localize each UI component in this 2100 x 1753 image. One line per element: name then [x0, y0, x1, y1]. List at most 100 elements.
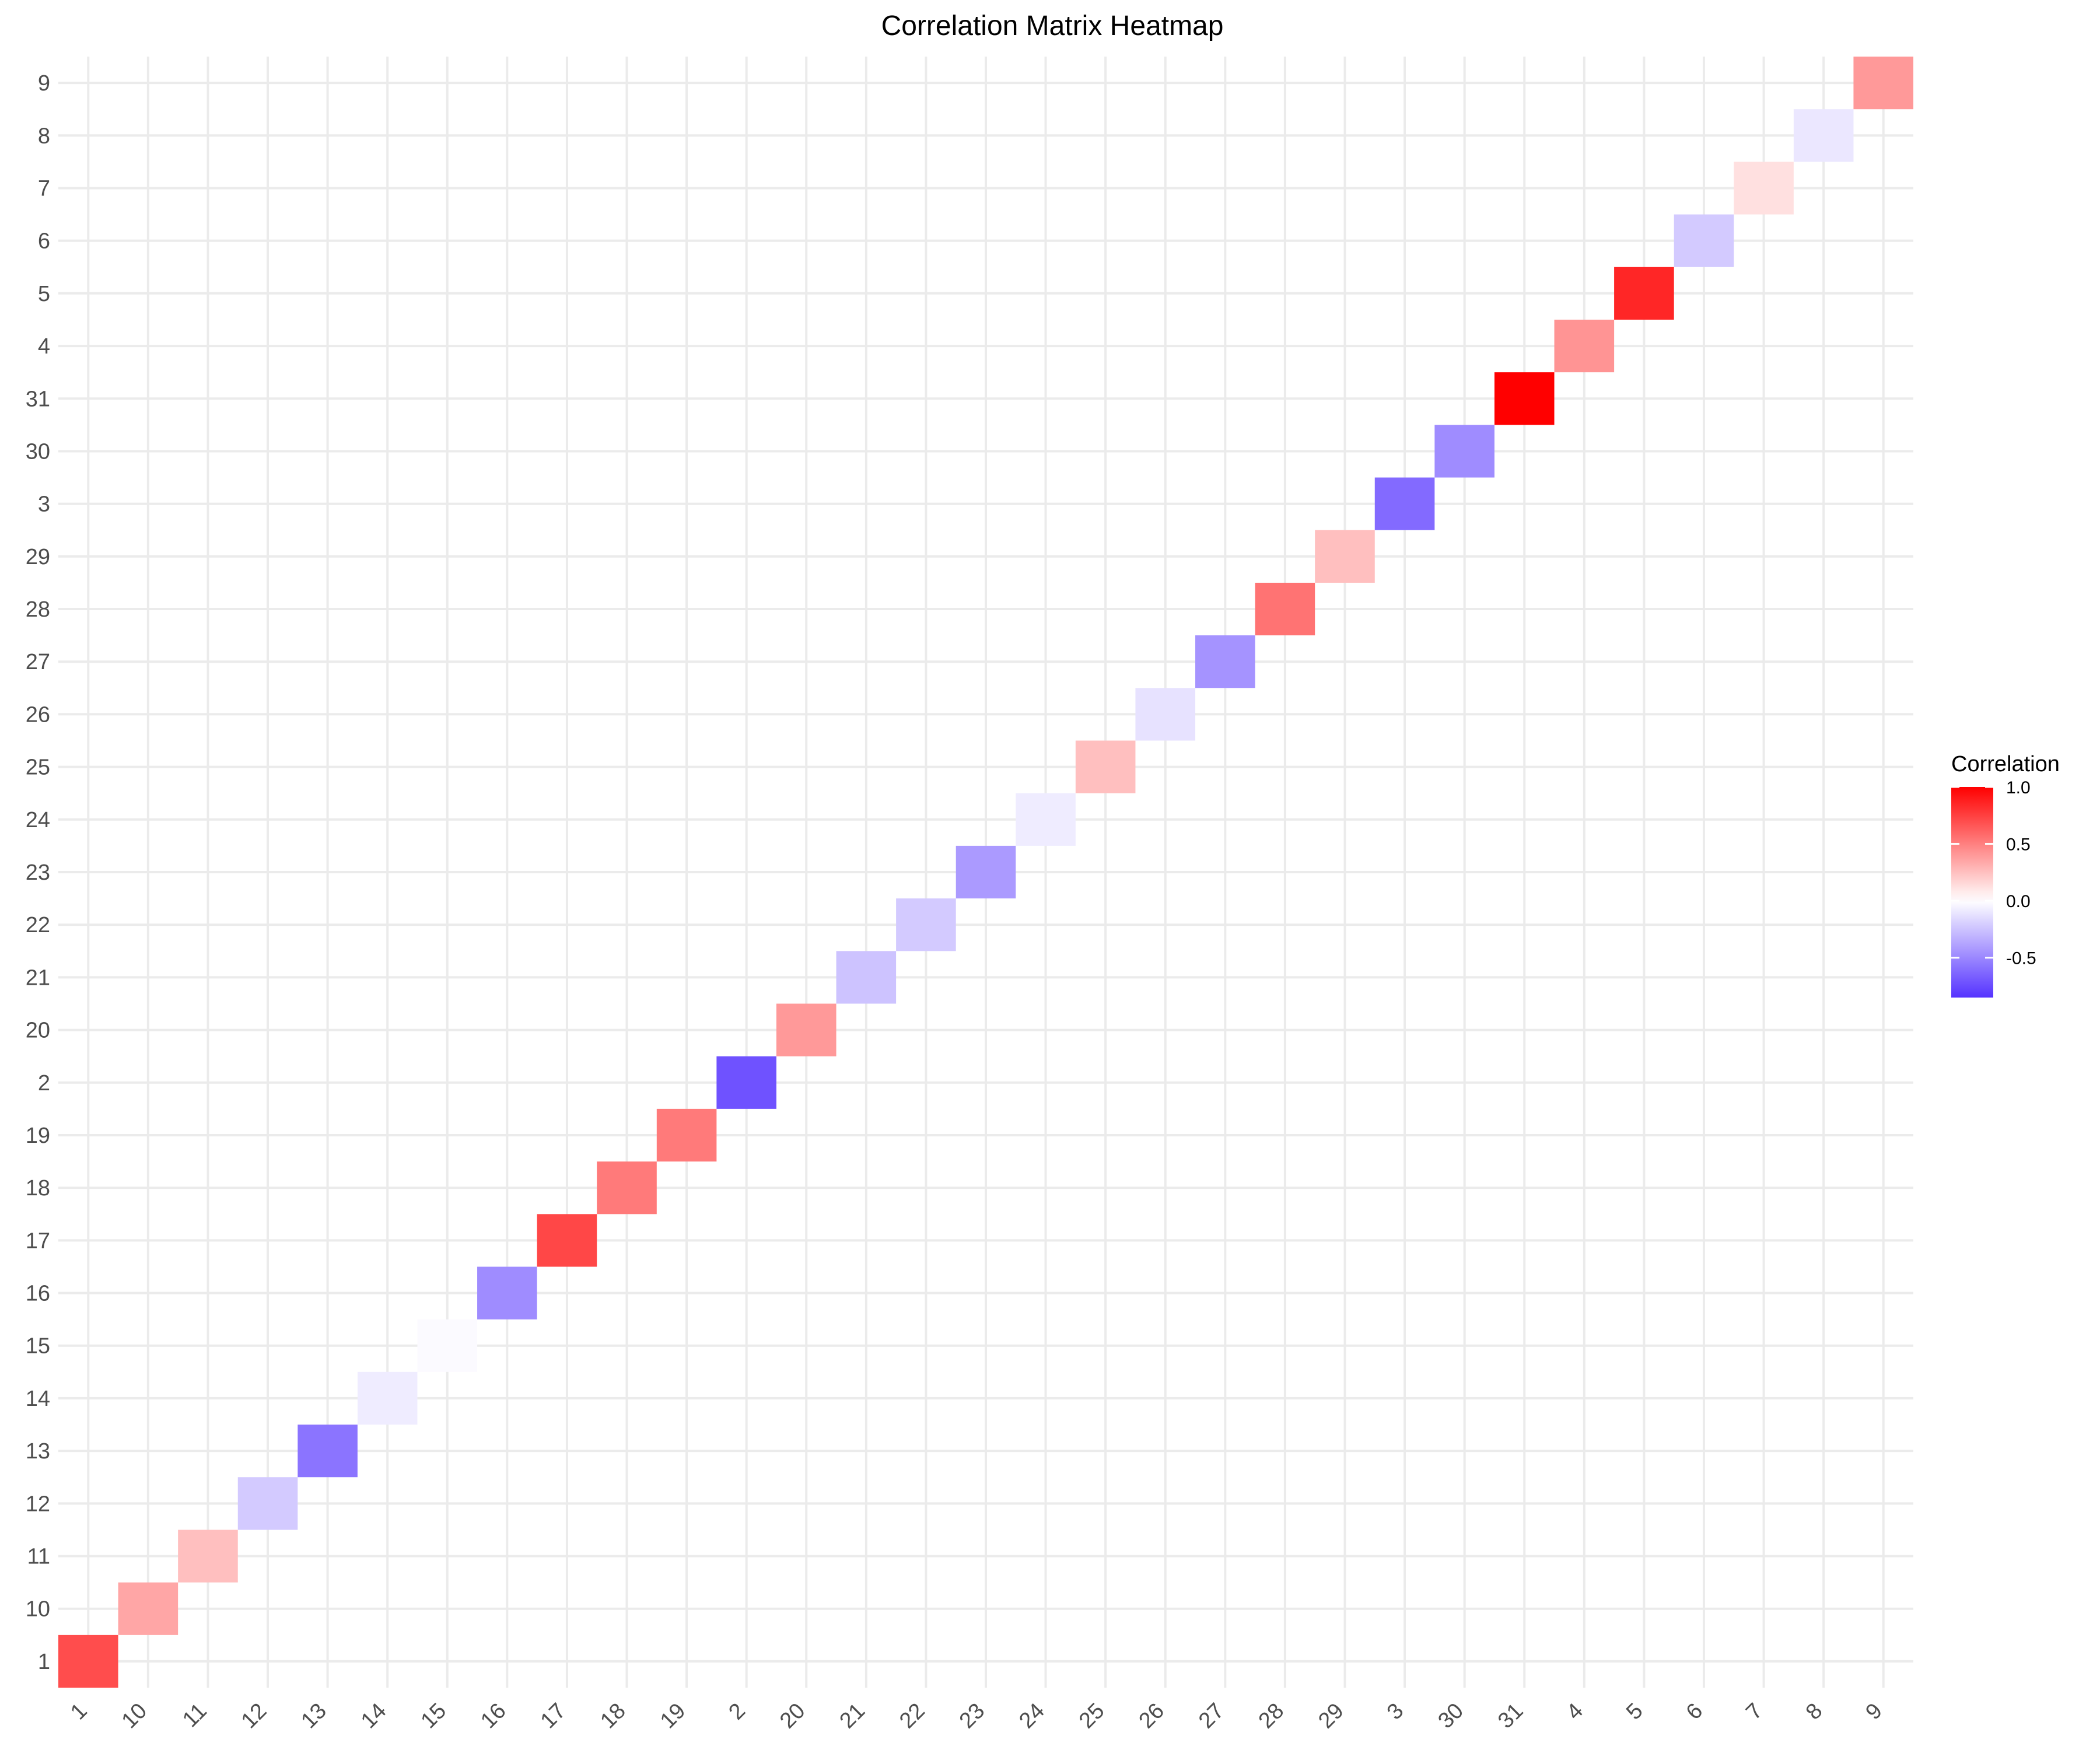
- x-tick-label: 1: [66, 1699, 92, 1725]
- legend-tick-label: -0.5: [2006, 949, 2036, 968]
- y-tick-label: 23: [26, 860, 50, 885]
- heatmap-cell: [238, 1477, 298, 1530]
- x-tick-label: 28: [1254, 1699, 1289, 1734]
- x-tick-label: 9: [1861, 1699, 1887, 1725]
- x-tick-label: 14: [356, 1699, 391, 1734]
- y-tick-label: 30: [26, 439, 50, 464]
- y-tick-label: 20: [26, 1019, 50, 1043]
- x-tick-label: 4: [1562, 1699, 1588, 1725]
- x-tick-label: 27: [1194, 1699, 1229, 1734]
- heatmap-cell: [1255, 583, 1315, 635]
- heatmap-cell: [1195, 635, 1255, 688]
- y-tick-label: 3: [38, 492, 50, 517]
- heatmap-cell: [1614, 267, 1674, 320]
- y-tick-label: 19: [26, 1124, 50, 1148]
- x-axis-tick-labels: 1 10 11 12 13 14 15 16 17 18 19 2 20 21 22 23 24 25 26 27 28…: [66, 1699, 1887, 1734]
- x-tick-label: 3: [1382, 1699, 1409, 1725]
- heatmap-cell: [836, 951, 897, 1003]
- x-tick-label: 6: [1682, 1699, 1708, 1725]
- y-tick-label: 31: [26, 387, 50, 411]
- legend-tick-label: 0.0: [2006, 892, 2031, 911]
- y-axis-tick-labels: 1 10 11 12 13 14 15 16 17 18 19 2 20 21 22 23 24 25 26 27 28…: [26, 71, 50, 1674]
- chart-title: Correlation Matrix Heatmap: [881, 11, 1224, 41]
- legend-title: Correlation: [1951, 752, 2060, 776]
- heatmap-cell: [537, 1214, 597, 1266]
- heatmap-cell: [657, 1109, 717, 1161]
- legend-tick-label: 1.0: [2006, 778, 2031, 797]
- y-tick-label: 12: [26, 1492, 50, 1516]
- x-tick-label: 29: [1314, 1699, 1349, 1734]
- heatmap-cell: [1016, 793, 1076, 846]
- x-tick-label: 21: [835, 1699, 870, 1734]
- y-tick-label: 16: [26, 1282, 50, 1306]
- heatmap-cell: [1494, 372, 1555, 425]
- x-tick-label: 7: [1741, 1699, 1768, 1725]
- heatmap-cell: [597, 1161, 657, 1214]
- y-tick-label: 25: [26, 755, 50, 780]
- color-legend: Correlation 1.0 0.5 0.0 -0.5: [1951, 752, 2060, 998]
- y-tick-label: 5: [38, 282, 50, 306]
- heatmap-cell: [716, 1056, 776, 1109]
- x-tick-label: 15: [416, 1699, 452, 1734]
- y-tick-label: 1: [38, 1650, 50, 1674]
- x-tick-label: 13: [296, 1699, 331, 1734]
- heatmap-cell: [956, 846, 1016, 898]
- x-tick-label: 20: [775, 1699, 810, 1734]
- y-tick-label: 10: [26, 1597, 50, 1622]
- heatmap-cell: [417, 1320, 477, 1372]
- heatmap-cell: [118, 1583, 178, 1635]
- heatmap-cell: [298, 1425, 358, 1477]
- y-tick-label: 17: [26, 1229, 50, 1253]
- y-tick-label: 18: [26, 1176, 50, 1201]
- heatmap-cell: [1853, 57, 1913, 109]
- heatmap-cell: [776, 1003, 836, 1056]
- legend-color-bar: [1951, 787, 1993, 998]
- heatmap-cell: [1674, 215, 1734, 267]
- x-tick-label: 12: [237, 1699, 272, 1734]
- x-tick-label: 22: [895, 1699, 930, 1734]
- heatmap-cell: [1135, 688, 1195, 740]
- y-tick-label: 11: [27, 1545, 50, 1569]
- x-tick-label: 19: [656, 1699, 691, 1734]
- x-tick-label: 17: [536, 1699, 571, 1734]
- heatmap-cell: [1794, 109, 1854, 162]
- x-tick-label: 16: [476, 1699, 511, 1734]
- x-tick-label: 10: [117, 1699, 152, 1734]
- heatmap-cell: [1555, 320, 1615, 372]
- y-tick-label: 22: [26, 913, 50, 937]
- heatmap-cell: [1375, 478, 1435, 530]
- x-tick-label: 18: [596, 1699, 631, 1734]
- heatmap-cell: [1076, 741, 1136, 793]
- heatmap-cell: [1434, 425, 1494, 477]
- y-tick-label: 14: [26, 1387, 50, 1411]
- x-tick-label: 25: [1074, 1699, 1110, 1734]
- y-tick-label: 8: [38, 124, 50, 148]
- legend-tick-label: 0.5: [2006, 835, 2031, 855]
- y-tick-label: 15: [26, 1334, 50, 1359]
- y-tick-label: 2: [38, 1071, 50, 1096]
- x-tick-label: 5: [1622, 1699, 1648, 1725]
- heatmap-cell: [58, 1635, 118, 1688]
- heatmap-cell: [896, 898, 956, 951]
- y-tick-label: 24: [26, 808, 50, 832]
- y-tick-label: 21: [26, 965, 50, 990]
- y-tick-label: 4: [38, 334, 50, 359]
- y-tick-label: 29: [26, 545, 50, 569]
- y-tick-label: 28: [26, 597, 50, 622]
- heatmap-cell: [358, 1372, 418, 1425]
- x-tick-label: 30: [1433, 1699, 1468, 1734]
- y-tick-label: 9: [38, 71, 50, 96]
- heatmap-cell: [477, 1266, 537, 1319]
- y-tick-label: 13: [26, 1439, 50, 1464]
- y-tick-label: 27: [26, 650, 50, 674]
- heatmap-cell: [1315, 530, 1375, 583]
- y-tick-label: 7: [38, 176, 50, 201]
- heatmap-cell: [178, 1530, 238, 1582]
- x-tick-label: 8: [1801, 1699, 1828, 1725]
- x-tick-label: 23: [955, 1699, 990, 1734]
- y-tick-label: 6: [38, 229, 50, 254]
- y-tick-label: 26: [26, 702, 50, 727]
- x-tick-label: 31: [1493, 1699, 1528, 1734]
